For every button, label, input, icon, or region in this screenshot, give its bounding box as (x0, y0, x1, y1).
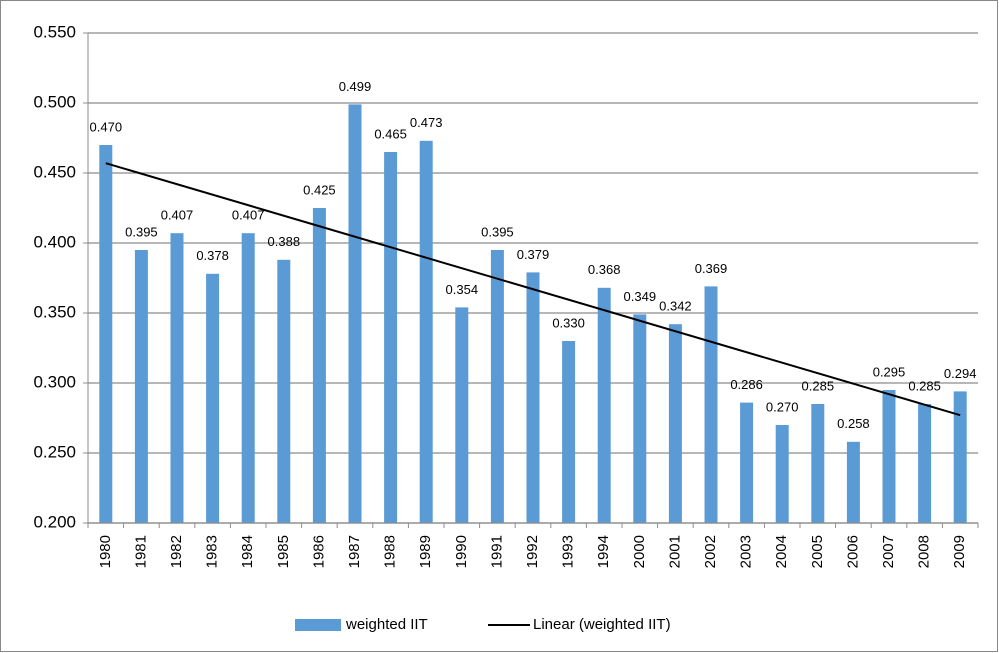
y-tick-label: 0.550 (33, 22, 76, 41)
value-label: 0.368 (588, 262, 621, 277)
value-label: 0.285 (802, 378, 835, 393)
x-tick-label: 1988 (382, 535, 399, 568)
x-tick-label: 2006 (844, 535, 861, 568)
bar (526, 272, 540, 523)
y-tick-label: 0.500 (33, 92, 76, 111)
x-tick-label: 1993 (560, 535, 577, 568)
x-tick-label: 2001 (666, 535, 683, 568)
y-tick-label: 0.300 (33, 372, 76, 391)
value-label: 0.465 (374, 126, 407, 141)
bar (918, 404, 932, 523)
bar (775, 425, 789, 523)
value-label: 0.349 (624, 289, 657, 304)
x-tick-label: 2005 (809, 535, 826, 568)
value-label: 0.470 (90, 119, 123, 134)
bar (846, 441, 860, 523)
bar (312, 208, 326, 523)
x-tick-label: 1994 (595, 535, 612, 568)
x-tick-label: 1983 (204, 535, 221, 568)
value-label: 0.395 (481, 224, 514, 239)
x-tick-label: 2008 (916, 535, 933, 568)
y-tick-label: 0.450 (33, 162, 76, 181)
bar (597, 287, 611, 523)
bar (170, 233, 184, 523)
value-label: 0.294 (944, 366, 977, 381)
x-tick-label: 1982 (168, 535, 185, 568)
value-label: 0.369 (695, 261, 728, 276)
value-label: 0.473 (410, 115, 443, 130)
bar (562, 341, 576, 523)
x-tick-label: 1991 (488, 535, 505, 568)
x-tick-label: 2007 (880, 535, 897, 568)
legend-label: weighted IIT (345, 616, 428, 633)
bar (99, 145, 113, 523)
x-tick-label: 1992 (524, 535, 541, 568)
y-tick-label: 0.200 (33, 512, 76, 531)
x-tick-label: 1984 (239, 535, 256, 568)
x-tick-label: 1981 (132, 535, 149, 568)
bar (633, 314, 647, 523)
bar (740, 402, 754, 523)
value-label: 0.379 (517, 247, 550, 262)
x-tick-label: 1985 (275, 535, 292, 568)
y-tick-label: 0.400 (33, 232, 76, 251)
value-label: 0.425 (303, 182, 336, 197)
bar (241, 233, 255, 523)
x-tick-label: 2003 (738, 535, 755, 568)
value-label: 0.388 (268, 234, 301, 249)
legend-swatch (295, 619, 341, 631)
x-tick-label: 2009 (951, 535, 968, 568)
value-label: 0.407 (232, 208, 265, 223)
value-label: 0.378 (196, 248, 229, 263)
x-tick-label: 1986 (310, 535, 327, 568)
x-tick-label: 2000 (631, 535, 648, 568)
bar (490, 250, 504, 523)
bar (384, 152, 398, 523)
x-tick-label: 1990 (453, 535, 470, 568)
bar (277, 259, 291, 523)
value-label: 0.286 (730, 377, 763, 392)
x-tick-label: 1980 (97, 535, 114, 568)
bar (953, 391, 967, 523)
value-label: 0.285 (908, 378, 941, 393)
bar (134, 250, 148, 523)
value-label: 0.258 (837, 416, 870, 431)
x-tick-label: 1989 (417, 535, 434, 568)
legend-label: Linear (weighted IIT) (533, 616, 671, 633)
x-tick-label: 1987 (346, 535, 363, 568)
y-tick-label: 0.350 (33, 302, 76, 321)
y-tick-label: 0.250 (33, 442, 76, 461)
bar (704, 286, 718, 523)
bar (668, 324, 682, 523)
bar (882, 390, 896, 523)
bar (455, 307, 469, 523)
value-label: 0.342 (659, 299, 692, 314)
value-label: 0.354 (446, 282, 479, 297)
value-label: 0.270 (766, 399, 799, 414)
value-label: 0.499 (339, 79, 372, 94)
value-label: 0.330 (552, 315, 585, 330)
x-tick-label: 2004 (773, 535, 790, 568)
x-tick-label: 2002 (702, 535, 719, 568)
value-label: 0.407 (161, 208, 194, 223)
value-label: 0.295 (873, 364, 906, 379)
bar (419, 140, 433, 524)
trendline (105, 162, 961, 417)
bar (811, 404, 825, 523)
bar (206, 273, 220, 523)
bar (348, 104, 362, 524)
value-label: 0.395 (125, 224, 158, 239)
